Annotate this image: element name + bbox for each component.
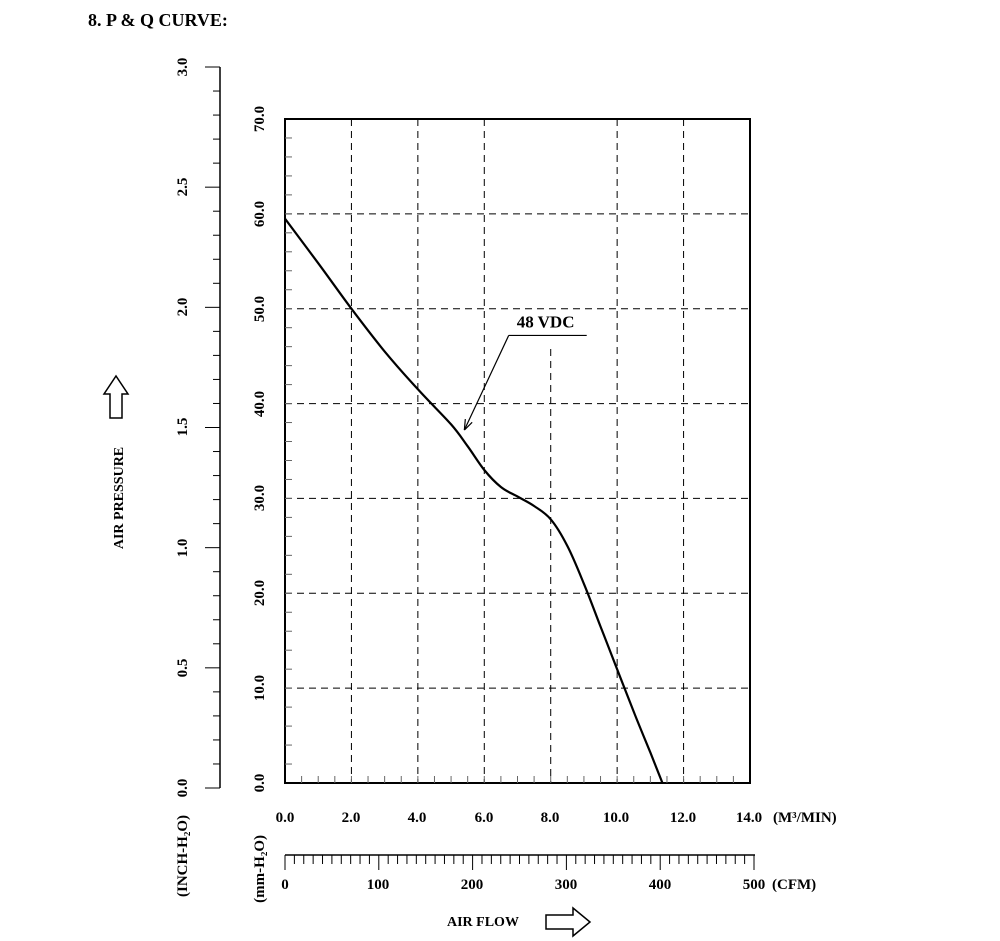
cfm-tick-label-0: 0: [281, 877, 289, 893]
y-tick-label-inch-2: 1.0: [175, 539, 191, 558]
y-unit-mm: (mm-H₂O): [252, 835, 268, 903]
y-tick-label-mm-1: 10.0: [252, 675, 268, 701]
plot-frame: [284, 118, 751, 784]
y-tick-label-inch-6: 3.0: [175, 58, 191, 77]
right-arrow-icon: [545, 906, 592, 938]
y-tick-label-mm-4: 40.0: [252, 391, 268, 417]
y-tick-label-mm-2: 20.0: [252, 580, 268, 606]
series-label-48vdc: 48 VDC: [517, 312, 575, 331]
y-unit-inch: (INCH-H₂O): [175, 815, 191, 897]
grid-lines: [285, 119, 750, 783]
cfm-axis-ticks: [284, 855, 755, 870]
y-tick-label-inch-1: 0.5: [175, 659, 191, 678]
cfm-tick-label-1: 100: [367, 877, 390, 893]
x-tick-label-0: 0.0: [276, 810, 295, 826]
y-tick-label-inch-3: 1.5: [175, 418, 191, 437]
x-axis-title: AIR FLOW: [447, 915, 519, 930]
y-tick-label-mm-6: 60.0: [252, 201, 268, 227]
x-tick-label-7: 14.0: [736, 810, 762, 826]
x-tick-label-2: 4.0: [408, 810, 427, 826]
cfm-tick-label-2: 200: [461, 877, 484, 893]
minor-ticks: [285, 137, 734, 783]
arrowhead-icon: [463, 419, 473, 431]
cfm-tick-label-5: 500: [743, 877, 766, 893]
x-tick-label-1: 2.0: [342, 810, 361, 826]
y-tick-label-mm-0: 0.0: [252, 774, 268, 793]
page-title: 8. P & Q CURVE:: [88, 10, 228, 30]
y-tick-label-mm-5: 50.0: [252, 296, 268, 322]
x-unit-m3: (M³/MIN): [773, 810, 837, 826]
y-tick-label-mm-3: 30.0: [252, 485, 268, 511]
cfm-tick-label-4: 400: [649, 877, 672, 893]
inch-axis-ticks: [205, 66, 220, 789]
y-tick-label-inch-5: 2.5: [175, 178, 191, 197]
x-tick-label-3: 6.0: [475, 810, 494, 826]
cfm-tick-label-3: 300: [555, 877, 578, 893]
x-tick-label-4: 8.0: [541, 810, 560, 826]
y-tick-label-inch-0: 0.0: [175, 779, 191, 798]
x-tick-label-6: 12.0: [670, 810, 696, 826]
y-axis-title: AIR PRESSURE: [112, 447, 127, 549]
series-label-leader: [463, 335, 510, 431]
curve-layer: 48 VDC: [285, 217, 664, 783]
y-tick-label-mm-7: 70.0: [252, 106, 268, 132]
x-tick-label-5: 10.0: [603, 810, 629, 826]
up-arrow-icon: [102, 374, 130, 419]
x-unit-cfm: (CFM): [772, 877, 816, 893]
y-tick-label-inch-4: 2.0: [175, 298, 191, 317]
curve-48vdc: [285, 217, 664, 783]
